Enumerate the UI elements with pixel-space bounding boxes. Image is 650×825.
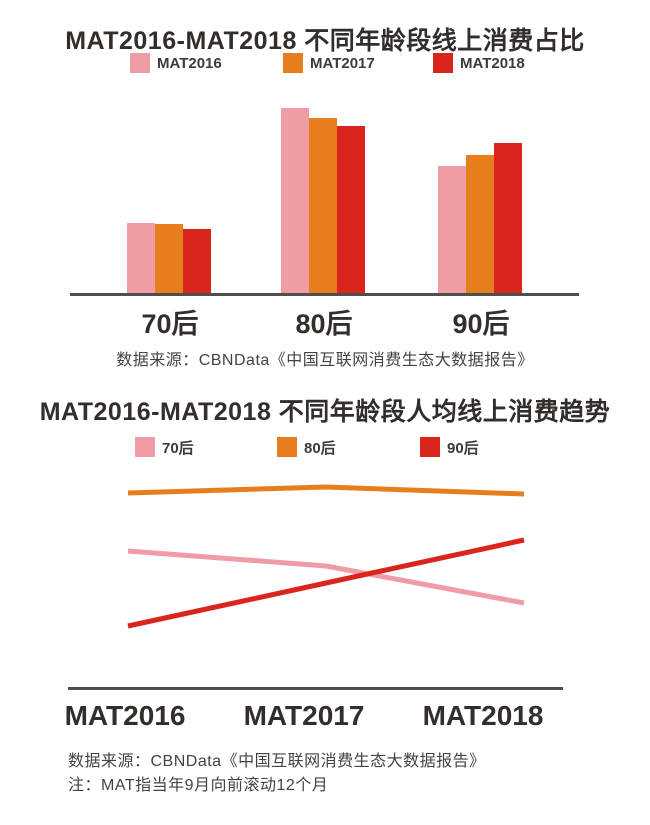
line-chart-x-label-MAT2016: MAT2016 [64,700,186,731]
legend-item: 80后 [277,437,336,457]
bar-chart-title: MAT2016-MAT2018 不同年龄段线上消费占比 [65,27,585,55]
line-series-70后 [127,548,525,606]
bar-chart-x-label-90后: 90后 [452,309,510,339]
legend-item: MAT2016 [130,53,222,73]
line-chart-x-label-MAT2017: MAT2017 [243,700,365,731]
legend-swatch-MAT2018 [433,53,453,73]
legend-item: MAT2017 [283,53,375,73]
legend-item: 90后 [420,437,479,457]
bar-MAT2016-80后 [281,108,309,293]
bar-MAT2017-70后 [155,224,183,293]
bar-MAT2016-90后 [438,166,466,293]
bar-MAT2017-80后 [309,118,337,293]
legend-item: MAT2018 [433,53,525,73]
legend-swatch-80后 [277,437,297,457]
legend-swatch-MAT2016 [130,53,150,73]
line-chart-note: 注：MAT指当年9月向前滚动12个月 [68,777,329,794]
line-series-80后 [127,484,525,497]
legend-item: 70后 [135,437,194,457]
bar-chart-x-axis [70,293,579,296]
bar-chart-source: 数据来源：CBNData《中国互联网消费生态大数据报告》 [116,352,534,369]
line-chart-title: MAT2016-MAT2018 不同年龄段人均线上消费趋势 [39,398,611,426]
line-chart-source: 数据来源：CBNData《中国互联网消费生态大数据报告》 [68,753,486,770]
line-chart-plot-area [127,484,525,629]
bar-chart-x-label-70后: 70后 [141,309,199,339]
legend-label: 70后 [162,439,194,457]
legend-label: 90后 [447,439,479,457]
bar-group-90后 [438,143,522,293]
legend-swatch-70后 [135,437,155,457]
bar-group-70后 [127,223,211,293]
line-series-90后 [127,537,525,629]
legend-label: MAT2018 [460,54,525,72]
line-chart-x-axis [68,687,563,690]
legend-label: MAT2017 [310,54,375,72]
legend-swatch-MAT2017 [283,53,303,73]
bar-MAT2018-70后 [183,229,211,293]
bar-MAT2018-90后 [494,143,522,293]
bar-group-80后 [281,108,365,293]
legend-label: 80后 [304,439,336,457]
bar-MAT2016-70后 [127,223,155,293]
bar-MAT2018-80后 [337,126,365,293]
bar-chart-plot-area [70,100,579,296]
line-chart-x-label-MAT2018: MAT2018 [422,700,544,731]
legend-swatch-90后 [420,437,440,457]
bar-chart-x-label-80后: 80后 [295,309,353,339]
bar-MAT2017-90后 [466,155,494,293]
legend-label: MAT2016 [157,54,222,72]
